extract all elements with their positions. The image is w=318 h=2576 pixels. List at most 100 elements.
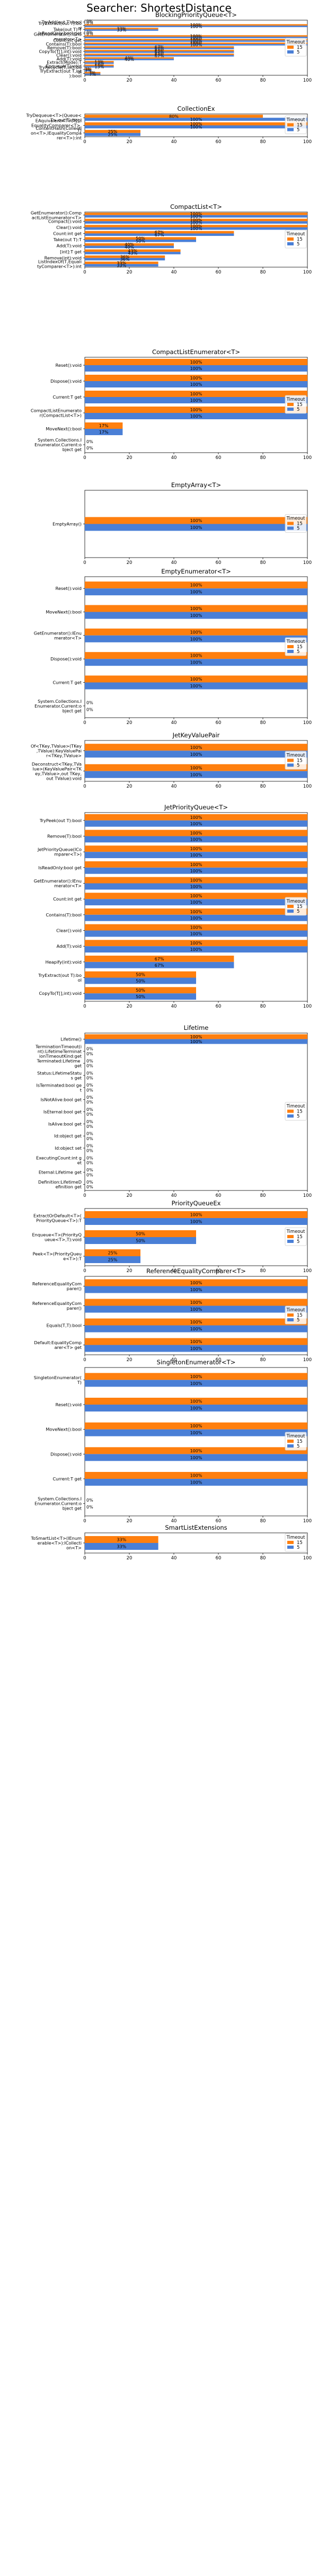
chart-8-category-label: TerminationTimeout(i nt):LifetimeTerminat… [35, 1044, 82, 1058]
chart-11-value-label: 100% [190, 1480, 202, 1485]
chart-8-value-label: 0% [86, 1076, 93, 1081]
chart-12-bar-15 [85, 1536, 158, 1543]
chart-7-value-label: 50% [136, 994, 145, 999]
chart-10-bar-5 [85, 1325, 307, 1333]
chart-2-legend-entry: 15 [297, 237, 303, 242]
chart-7-bar-15 [85, 924, 307, 931]
chart-6-value-label: 100% [190, 765, 202, 770]
chart-11-value-label: 100% [190, 1455, 202, 1460]
chart-10-bar-5 [85, 1286, 307, 1293]
chart-5-value-label: 100% [190, 606, 202, 611]
chart-9-value-label: 100% [190, 1213, 202, 1218]
chart-1-legend-title: Timeout [286, 118, 305, 123]
chart-10-legend-title: Timeout [286, 1308, 305, 1313]
chart-0-title: BlockingPriorityQueue<T> [155, 11, 237, 19]
chart-3-legend-swatch [287, 403, 294, 406]
chart-11-value-label: 100% [190, 1406, 202, 1411]
chart-0-bar-15 [85, 60, 114, 63]
chart-0-bar-15 [85, 64, 114, 66]
chart-9-xtick-label: 80 [260, 1268, 266, 1274]
chart-8-category-label: IsTerminated:bool ge t [36, 1082, 82, 1092]
chart-2-category-label: Add(T):void [57, 243, 82, 249]
chart-10-xtick-label: 80 [260, 1357, 266, 1363]
chart-0-bar-5 [85, 51, 234, 53]
chart-6-value-label: 100% [190, 772, 202, 777]
chart-0-value-label: 13% [94, 65, 104, 69]
chart-0-bar-5 [85, 40, 307, 42]
chart-5-legend-swatch [287, 650, 294, 653]
chart-0-bar-15 [85, 68, 92, 70]
chart-12: SmartListExtensions 0 20 40 60 80 100 ToSmartLi… [30, 1524, 312, 1561]
chart-10-bar-5 [85, 1305, 307, 1313]
chart-7-category-label: Contains(T):bool [46, 912, 82, 918]
chart-7-value-label: 100% [190, 878, 202, 883]
chart-3-value-label: 100% [190, 414, 202, 419]
chart-2-bar-5 [85, 233, 234, 236]
chart-4-category-label: EmptyArray() [52, 522, 82, 527]
chart-0-value-label: 0% [86, 32, 93, 37]
chart-2-bar-15 [85, 255, 165, 258]
chart-7-category-label: IsReadOnly:bool get [38, 865, 82, 870]
chart-7-xtick-label: 40 [171, 1004, 177, 1009]
figure-title: Searcher: ShortestDistance [86, 2, 232, 14]
chart-2-value-label: 40% [125, 242, 134, 247]
chart-0-value-label: 40% [125, 56, 134, 60]
chart-10-value-label: 100% [190, 1281, 202, 1285]
chart-0-bar-15 [85, 57, 174, 59]
chart-3-value-label: 100% [190, 408, 202, 412]
chart-10-value-label: 100% [190, 1307, 202, 1312]
chart-4-bar-15 [85, 517, 307, 524]
chart-9-bar-15 [85, 1249, 140, 1256]
chart-1-xtick-label: 80 [260, 139, 266, 145]
chart-9-xtick-label: 60 [216, 1268, 222, 1274]
chart-3-bar-5 [85, 397, 307, 403]
chart-5-category-label: MoveNext():bool [46, 610, 82, 615]
chart-5-bar-15 [85, 628, 307, 636]
chart-7-bar-15 [85, 940, 307, 947]
chart-0-category-label: Remove(T):bool [47, 45, 82, 50]
chart-9-xtick-label: 40 [171, 1268, 177, 1274]
chart-5-value-label: 100% [190, 613, 202, 618]
chart-0-xtick-label: 20 [127, 78, 132, 83]
chart-11-value-label: 100% [190, 1381, 202, 1386]
chart-9-value-label: 50% [136, 1239, 145, 1243]
chart-7-category-label: Heapify(int):void [46, 959, 82, 965]
chart-11-legend-swatch [287, 1444, 294, 1448]
chart-8-value-label: 0% [86, 1172, 93, 1177]
chart-2-value-label: 33% [117, 261, 126, 266]
chart-7-bar-15 [85, 893, 307, 899]
chart-0-bar-5 [85, 66, 114, 68]
chart-7: JetPriorityQueue<T> 0 20 40 60 80 100 TryPeek(o… [34, 804, 312, 1009]
chart-2-bar-5 [85, 245, 174, 249]
chart-7-value-label: 67% [155, 963, 164, 968]
chart-2-value-label: 100% [190, 214, 202, 219]
chart-6-axes-frame [84, 740, 308, 782]
chart-7-value-label: 100% [190, 837, 202, 842]
chart-5-bar-15 [85, 675, 307, 683]
chart-2-value-label: 100% [190, 220, 202, 225]
chart-0-value-label: 67% [155, 50, 164, 55]
chart-7-category-label: Count:int get [53, 896, 82, 902]
chart-0-value-label: 7% [89, 70, 96, 75]
chart-10-xtick-label: 60 [216, 1357, 222, 1363]
chart-7-category-label: TryPeek(out T):bool [39, 818, 82, 823]
chart-0-bar-5 [85, 62, 114, 64]
chart-8-legend-swatch [287, 1109, 294, 1113]
chart-7-legend-title: Timeout [286, 899, 305, 904]
chart-7-value-label: 100% [190, 916, 202, 921]
chart-7-bar-15 [85, 845, 307, 852]
chart-8-value-label: 100% [190, 1039, 202, 1044]
chart-0-bar-5 [85, 73, 101, 75]
chart-2-value-label: 100% [190, 218, 202, 223]
chart-2-legend-swatch [287, 242, 294, 245]
chart-2-bar-15 [85, 249, 181, 252]
chart-9-category-label: ExtractOrDefault<T>(PriorityQueue<T>):T [33, 1213, 82, 1223]
chart-2-bar-5 [85, 215, 307, 218]
chart-7-bar-15 [85, 814, 307, 821]
chart-10-category-label: Equals(T,T):bool [47, 1323, 82, 1328]
chart-2-category-label: ListIndexOf(T,Equali tyComparer<T>):int [37, 259, 82, 269]
chart-2-xtick-label: 40 [171, 270, 177, 275]
chart-1-bar-5 [85, 118, 307, 121]
